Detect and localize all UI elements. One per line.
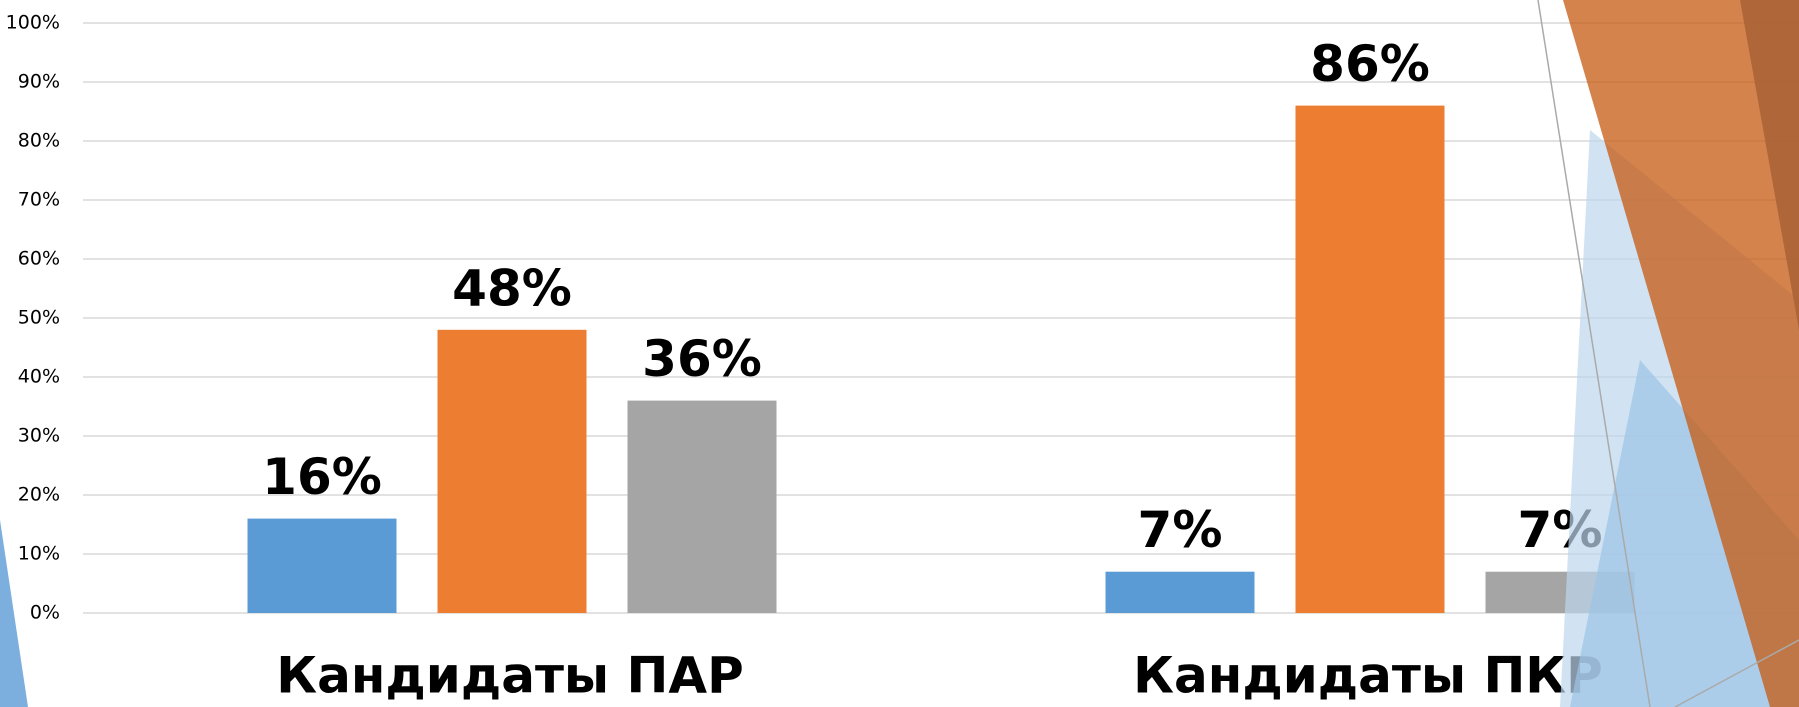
- bar: [438, 330, 587, 613]
- value-label: 36%: [642, 330, 762, 388]
- value-label: 7%: [1138, 501, 1223, 559]
- value-label: 48%: [452, 259, 572, 317]
- y-tick-label: 40%: [18, 366, 60, 388]
- value-label: 86%: [1310, 35, 1430, 93]
- y-tick-label: 20%: [18, 484, 60, 506]
- y-tick-label: 10%: [18, 543, 60, 565]
- bar: [1296, 106, 1445, 613]
- chart: 0% 10% 20% 30% 40% 50% 60% 70% 80% 90% 100% Кандида…: [0, 0, 1799, 707]
- y-tick-label: 0%: [30, 602, 60, 624]
- y-tick-label: 90%: [18, 71, 60, 93]
- y-tick-label: 50%: [18, 307, 60, 329]
- bar: [248, 519, 397, 613]
- y-tick-label: 80%: [18, 130, 60, 152]
- y-tick-label: 100%: [6, 12, 60, 34]
- bar: [1106, 572, 1255, 613]
- x-tick-label: Кандидаты ПКР: [1133, 647, 1603, 705]
- x-tick-label: Кандидаты ПАР: [276, 647, 743, 705]
- bar: [628, 401, 777, 613]
- y-tick-label: 30%: [18, 425, 60, 447]
- y-tick-label: 60%: [18, 248, 60, 270]
- value-label: 16%: [262, 448, 382, 506]
- y-tick-label: 70%: [18, 189, 60, 211]
